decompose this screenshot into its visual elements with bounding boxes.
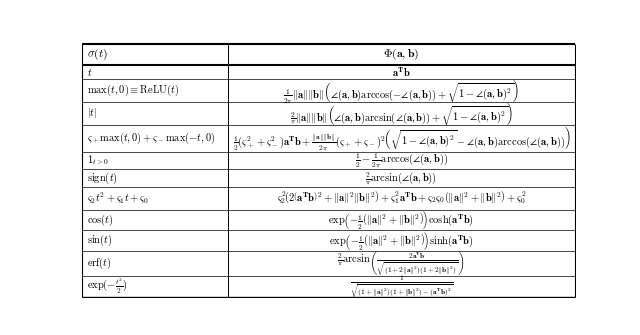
Text: $|t|$: $|t|$ — [88, 106, 98, 120]
Text: $\frac{1}{2\pi}\|\mathbf{a}\|\|\mathbf{b}\|\left(\angle(\mathbf{a},\mathbf{b})\a: $\frac{1}{2\pi}\|\mathbf{a}\|\|\mathbf{b… — [284, 77, 519, 105]
Text: $\mathbf{a}^\mathbf{T}\mathbf{b}$: $\mathbf{a}^\mathbf{T}\mathbf{b}$ — [392, 65, 411, 79]
Text: $\frac{1}{2}(\varsigma_+^2 + \varsigma_-^2)\mathbf{a}^\mathbf{T}\mathbf{b} + \fr: $\frac{1}{2}(\varsigma_+^2 + \varsigma_-… — [232, 125, 570, 152]
Text: $\max(t,0) \equiv \mathrm{ReLU}(t)$: $\max(t,0) \equiv \mathrm{ReLU}(t)$ — [88, 83, 180, 98]
Text: $\frac{2}{\pi}\arcsin\!\left(\frac{2\mathbf{a}^\mathbf{T}\mathbf{b}}{\sqrt{(1+2\: $\frac{2}{\pi}\arcsin\!\left(\frac{2\mat… — [337, 249, 465, 278]
Text: $\exp\!\left(-\frac{1}{2}\left(\|\mathbf{a}\|^2 + \|\mathbf{b}\|^2\right)\right): $\exp\!\left(-\frac{1}{2}\left(\|\mathbf… — [328, 209, 474, 231]
Text: $\Phi(\mathbf{a}, \mathbf{b})$: $\Phi(\mathbf{a}, \mathbf{b})$ — [383, 47, 419, 62]
Text: $\frac{2}{\pi}\arcsin(\angle(\mathbf{a},\mathbf{b}))$: $\frac{2}{\pi}\arcsin(\angle(\mathbf{a},… — [365, 170, 437, 186]
Text: $\mathbf{1}_{t>0}$: $\mathbf{1}_{t>0}$ — [88, 154, 109, 168]
Text: $\exp(-\frac{t^2}{2})$: $\exp(-\frac{t^2}{2})$ — [88, 277, 128, 296]
Text: $t$: $t$ — [88, 67, 93, 77]
Text: $\mathrm{sign}(t)$: $\mathrm{sign}(t)$ — [88, 171, 118, 186]
Text: $\sigma(t)$: $\sigma(t)$ — [88, 47, 109, 62]
Text: $\mathrm{erf}(t)$: $\mathrm{erf}(t)$ — [88, 256, 112, 271]
Text: $\sin(t)$: $\sin(t)$ — [88, 233, 113, 248]
Text: $\varsigma_+ \max(t,0) + \varsigma_- \max(-t,0)$: $\varsigma_+ \max(t,0) + \varsigma_- \ma… — [88, 131, 216, 146]
Text: $\frac{2}{\pi}\|\mathbf{a}\|\|\mathbf{b}\|\left(\angle(\mathbf{a},\mathbf{b})\ar: $\frac{2}{\pi}\|\mathbf{a}\|\|\mathbf{b}… — [290, 100, 513, 127]
Text: $\varsigma_2^2\!\left(2\left(\mathbf{a}^\mathbf{T}\mathbf{b}\right)^2 + \|\mathb: $\varsigma_2^2\!\left(2\left(\mathbf{a}^… — [276, 190, 526, 206]
Text: $\frac{1}{\sqrt{(1+\|\mathbf{a}\|^2)(1+\|\mathbf{b}\|^2)-(\mathbf{a}^\mathbf{T}\: $\frac{1}{\sqrt{(1+\|\mathbf{a}\|^2)(1+\… — [349, 273, 453, 300]
Text: $\cos(t)$: $\cos(t)$ — [88, 212, 114, 228]
Text: $\varsigma_2 t^2 + \varsigma_1 t + \varsigma_0$: $\varsigma_2 t^2 + \varsigma_1 t + \vars… — [88, 191, 149, 206]
Text: $\exp\!\left(-\frac{1}{2}\left(\|\mathbf{a}\|^2 + \|\mathbf{b}\|^2\right)\right): $\exp\!\left(-\frac{1}{2}\left(\|\mathbf… — [329, 230, 474, 252]
Text: $\frac{1}{2} - \frac{1}{2\pi}\arccos(\angle(\mathbf{a},\mathbf{b}))$: $\frac{1}{2} - \frac{1}{2\pi}\arccos(\an… — [355, 152, 448, 170]
